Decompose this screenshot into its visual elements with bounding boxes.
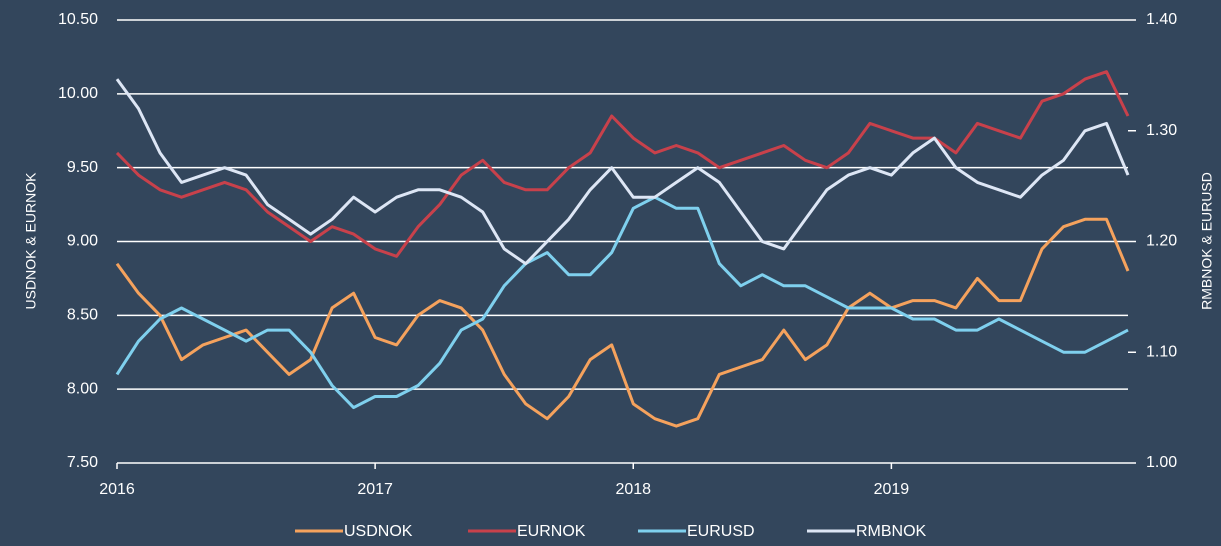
y-tick-label: 8.00 (67, 380, 98, 397)
y2-tick-label: 1.10 (1146, 343, 1177, 360)
x-tick-label: 2019 (874, 481, 910, 498)
x-tick-label: 2016 (99, 481, 135, 498)
legend-label: EURNOK (517, 523, 586, 540)
y-tick-label: 10.50 (58, 11, 98, 28)
legend-label: USDNOK (344, 523, 413, 540)
line (115, 217, 1130, 428)
y2-tick-label: 1.00 (1146, 454, 1177, 471)
y2-tick-label: 1.20 (1146, 233, 1177, 250)
y-tick-label: 8.50 (67, 307, 98, 324)
line (115, 78, 1130, 266)
y-tick-label: 7.50 (67, 454, 98, 471)
x-tick-label: 2017 (357, 481, 393, 498)
line (115, 195, 1129, 410)
y-tick-label: 9.00 (67, 233, 98, 250)
y-tick-label: 9.50 (67, 159, 98, 176)
y-axis-title: USDNOK & EURNOK (23, 172, 39, 310)
x-tick-label: 2018 (615, 481, 651, 498)
legend-label: EURUSD (687, 523, 755, 540)
y2-tick-label: 1.30 (1146, 122, 1177, 139)
line (115, 70, 1130, 258)
y2-axis-title: RMBNOK & EURUSD (1199, 172, 1215, 310)
y2-tick-label: 1.40 (1146, 11, 1177, 28)
y-tick-label: 10.00 (58, 85, 98, 102)
legend-label: RMBNOK (856, 523, 927, 540)
